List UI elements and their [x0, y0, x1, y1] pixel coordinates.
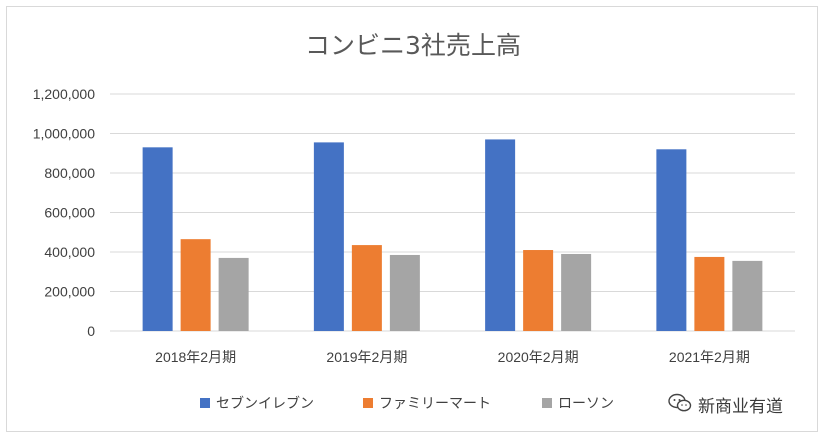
- bar: [694, 256, 725, 331]
- bar: [180, 239, 211, 331]
- gridlines: [110, 93, 795, 332]
- bar: [485, 139, 516, 331]
- bar: [351, 245, 382, 331]
- bar: [523, 250, 554, 331]
- x-tick-label: 2020年2月期: [498, 349, 579, 365]
- bar: [313, 142, 344, 331]
- wechat-icon: [668, 393, 692, 417]
- x-tick-label: 2018年2月期: [155, 349, 236, 365]
- bar: [218, 257, 249, 331]
- watermark: 新商业有道: [668, 392, 783, 417]
- chart-title: コンビニ3社売上高: [305, 31, 521, 60]
- legend-label: ローソン: [558, 396, 614, 412]
- y-axis-ticks: 0 200,000 400,000 600,000 800,000 1,000,000 1,…: [33, 86, 96, 339]
- y-tick-label: 1,200,000: [33, 86, 95, 102]
- bar: [389, 254, 420, 331]
- x-axis-ticks: 2018年2月期 2019年2月期 2020年2月期 2021年2月期: [155, 349, 750, 365]
- bar: [561, 253, 592, 331]
- y-tick-label: 800,000: [44, 165, 95, 181]
- x-tick-label: 2021年2月期: [669, 349, 750, 365]
- y-tick-label: 400,000: [44, 244, 95, 260]
- y-tick-label: 0: [87, 323, 95, 339]
- bar: [142, 147, 173, 331]
- watermark-text: 新商业有道: [698, 397, 783, 417]
- legend-swatch: [200, 398, 210, 408]
- legend: セブンイレブン ファミリーマート ローソン: [200, 395, 614, 412]
- legend-swatch: [542, 398, 552, 408]
- y-tick-label: 200,000: [44, 284, 95, 300]
- legend-label: ファミリーマート: [379, 396, 491, 412]
- legend-label: セブンイレブン: [216, 395, 314, 412]
- y-tick-label: 1,000,000: [33, 126, 95, 142]
- bar: [656, 149, 687, 331]
- y-tick-label: 600,000: [44, 205, 95, 221]
- bars: [142, 139, 763, 331]
- bar: [732, 260, 763, 331]
- x-tick-label: 2019年2月期: [326, 349, 407, 365]
- legend-swatch: [363, 398, 373, 408]
